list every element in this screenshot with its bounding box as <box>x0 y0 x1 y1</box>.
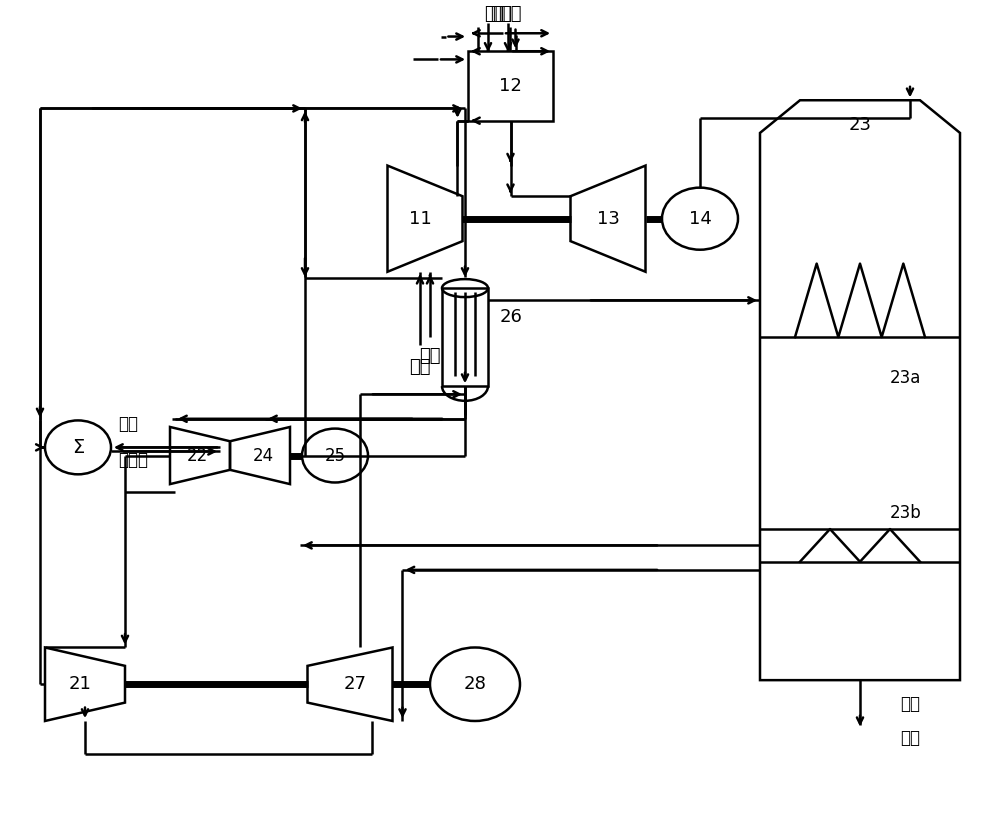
Text: 25: 25 <box>324 446 346 464</box>
Text: 28: 28 <box>464 675 486 693</box>
Text: 烟囱: 烟囱 <box>900 729 920 747</box>
Text: 23a: 23a <box>890 369 921 387</box>
Text: 27: 27 <box>344 675 366 693</box>
Bar <box>442 288 488 386</box>
Text: 循环: 循环 <box>118 414 138 432</box>
Text: 23: 23 <box>848 115 872 133</box>
Bar <box>468 52 553 120</box>
Text: 空气: 空气 <box>419 347 441 365</box>
Text: 24: 24 <box>252 446 274 464</box>
Text: 23b: 23b <box>890 504 922 522</box>
Text: 26: 26 <box>500 308 523 326</box>
Text: 燃料: 燃料 <box>500 5 521 23</box>
Text: 排至: 排至 <box>900 695 920 713</box>
Text: 12: 12 <box>499 77 522 95</box>
Text: 22: 22 <box>186 446 208 464</box>
Text: 13: 13 <box>597 210 619 228</box>
Text: 21: 21 <box>69 675 91 693</box>
Text: 空气: 空气 <box>409 358 431 376</box>
Text: 燃料: 燃料 <box>490 5 511 23</box>
Text: 14: 14 <box>689 210 711 228</box>
Text: 11: 11 <box>409 210 431 228</box>
Text: 燃料: 燃料 <box>484 5 506 23</box>
Text: 冷却水: 冷却水 <box>118 451 148 469</box>
Text: Σ: Σ <box>72 438 84 457</box>
